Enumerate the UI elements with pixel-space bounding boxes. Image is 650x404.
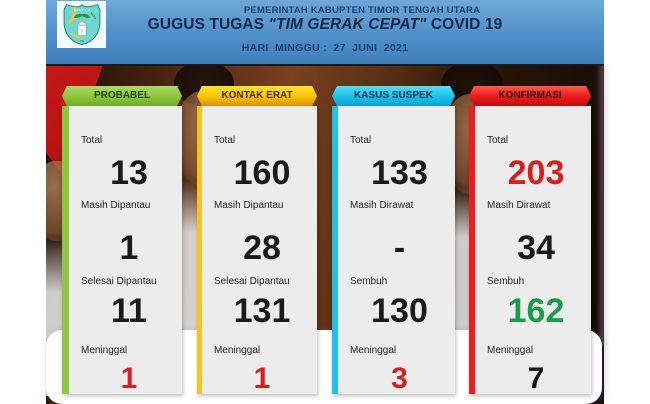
svg-text:KAB T T U: KAB T T U [74,8,90,12]
